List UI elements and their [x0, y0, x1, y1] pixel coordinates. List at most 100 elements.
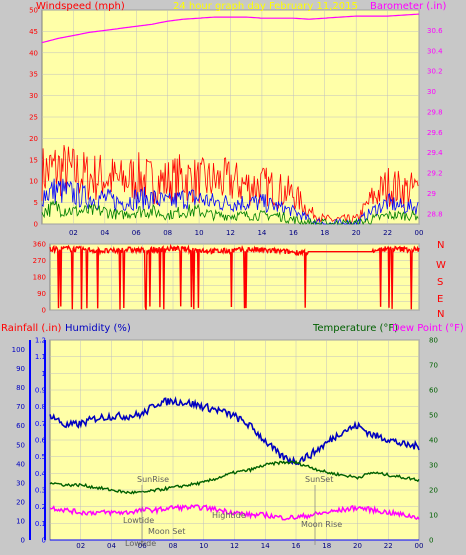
top-x-tick-label: 06: [132, 229, 141, 237]
top-right-tick-label: 28.8: [427, 210, 443, 218]
humidity-tick-label: 10: [16, 517, 25, 525]
top-right-tick-label: 30.4: [427, 47, 443, 55]
temperature-tick-label: 40: [429, 437, 438, 445]
top-series: [41, 13, 420, 226]
top-right-tick-label: 29: [427, 190, 436, 198]
bottom-x-tick-label: 14: [261, 542, 270, 550]
bottom-x-tick-label: 08: [169, 542, 178, 550]
windspeed-label: Windspeed (mph): [36, 1, 125, 12]
humidity-tick-label: 50: [16, 441, 25, 449]
top-x-tick-label: 22: [383, 229, 392, 237]
rain-tick-label: 1.2: [35, 337, 46, 345]
rain-tick-label: 0: [42, 537, 46, 545]
top-left-tick-label: 5: [34, 199, 38, 207]
humidity-label: Humidity (%): [65, 323, 131, 334]
middle-tick-label: 0: [42, 307, 46, 315]
lowtide-label-2: Lowtide: [125, 539, 156, 548]
rain-tick-label: 0.3: [35, 487, 46, 495]
barometer-line: [41, 13, 420, 44]
bottom-x-tick-label: 04: [107, 542, 116, 550]
graph-title: 24 hour graph day February 11,2015: [173, 1, 358, 12]
top-x-tick-label: 20: [352, 229, 361, 237]
temperature-tick-label: 80: [429, 337, 438, 345]
temperature-label: Temperature (°F): [312, 323, 398, 334]
sunset-label: SunSet: [305, 475, 333, 484]
temperature-line: [49, 459, 420, 495]
wind-average-line: [41, 200, 419, 225]
top-left-tick-label: 40: [29, 49, 38, 57]
top-left-tick-label: 25: [29, 114, 38, 122]
compass-n-top: N: [437, 240, 444, 251]
top-left-tick-label: 35: [29, 71, 38, 79]
rainfall-label: Rainfall (.in): [1, 323, 62, 334]
temperature-tick-label: 0: [429, 537, 433, 545]
top-left-tick-label: 20: [29, 135, 38, 143]
bottom-x-tick-label: 06: [138, 542, 147, 550]
bottom-x-tick-label: 12: [230, 542, 239, 550]
top-right-tick-label: 30.2: [427, 68, 443, 76]
annotations: SunRise SunSet Lowtide Lowtide Hightide …: [123, 475, 342, 548]
rain-tick-label: 0.7: [35, 420, 46, 428]
top-x-tick-label: 18: [320, 229, 329, 237]
humidity-tick-label: 70: [16, 403, 25, 411]
top-x-tick-label: 10: [195, 229, 204, 237]
temperature-tick-label: 60: [429, 387, 438, 395]
humidity-tick-label: 40: [16, 460, 25, 468]
compass-w: W: [436, 260, 446, 271]
top-left-tick-label: 45: [29, 28, 38, 36]
top-left-tick-label: 30: [29, 92, 38, 100]
humidity-tick-label: 90: [16, 365, 25, 373]
dewpoint-line: [49, 503, 420, 521]
humidity-tick-label: 30: [16, 479, 25, 487]
top-right-tick-label: 30.6: [427, 27, 443, 35]
humidity-tick-label: 80: [16, 384, 25, 392]
middle-grid: [50, 243, 420, 311]
bottom-x-tick-label: 18: [322, 542, 331, 550]
rain-tick-label: 0.9: [35, 387, 46, 395]
middle-tick-label: 90: [37, 290, 46, 298]
rain-tick-label: 0.2: [35, 503, 46, 511]
humidity-tick-label: 100: [12, 346, 25, 354]
compass-s: S: [437, 277, 443, 288]
top-x-tick-label: 12: [226, 229, 235, 237]
top-x-tick-label: 04: [100, 229, 109, 237]
humidity-tick-label: 20: [16, 498, 25, 506]
top-right-tick-label: 29.2: [427, 170, 443, 178]
bottom-series: [49, 395, 420, 541]
top-x-tick-label: 08: [163, 229, 172, 237]
temperature-tick-label: 30: [429, 462, 438, 470]
moonrise-label: Moon Rise: [301, 520, 342, 529]
bottom-x-tick-label: 02: [76, 542, 85, 550]
compass-e: E: [437, 294, 443, 305]
top-left-tick-label: 50: [29, 7, 38, 15]
wind-direction-line: [49, 243, 420, 311]
top-x-tick-label: 00: [415, 229, 424, 237]
top-x-tick-label: 14: [257, 229, 266, 237]
sunrise-label: SunRise: [137, 475, 169, 484]
temperature-tick-label: 20: [429, 487, 438, 495]
middle-tick-label: 360: [33, 241, 46, 249]
top-left-tick-label: 15: [29, 156, 38, 164]
hightide-label: Hightide: [212, 511, 246, 520]
top-right-tick-label: 29.8: [427, 108, 443, 116]
top-left-tick-label: 0: [34, 221, 38, 229]
rain-tick-label: 0.1: [35, 520, 46, 528]
rain-tick-label: 0.6: [35, 437, 47, 445]
tick-labels: 0510152025303540455028.82929.229.429.629…: [12, 7, 444, 551]
middle-tick-label: 270: [33, 257, 46, 265]
dewpoint-label: Dew Point (°F): [392, 323, 464, 334]
moonset-label: Moon Set: [148, 527, 185, 536]
lowtide-label-1: Lowtide: [123, 516, 154, 525]
middle-tick-label: 180: [33, 274, 46, 282]
top-left-tick-label: 10: [29, 178, 38, 186]
barometer-label: Barometer (.in): [370, 1, 446, 12]
rain-tick-label: 1: [42, 370, 46, 378]
rain-tick-label: 1.1: [35, 353, 46, 361]
rain-tick-label: 0.5: [35, 453, 46, 461]
humidity-tick-label: 60: [16, 422, 25, 430]
bottom-x-tick-label: 16: [292, 542, 301, 550]
rain-tick-label: 0.8: [35, 403, 46, 411]
humidity-line: [49, 395, 420, 466]
